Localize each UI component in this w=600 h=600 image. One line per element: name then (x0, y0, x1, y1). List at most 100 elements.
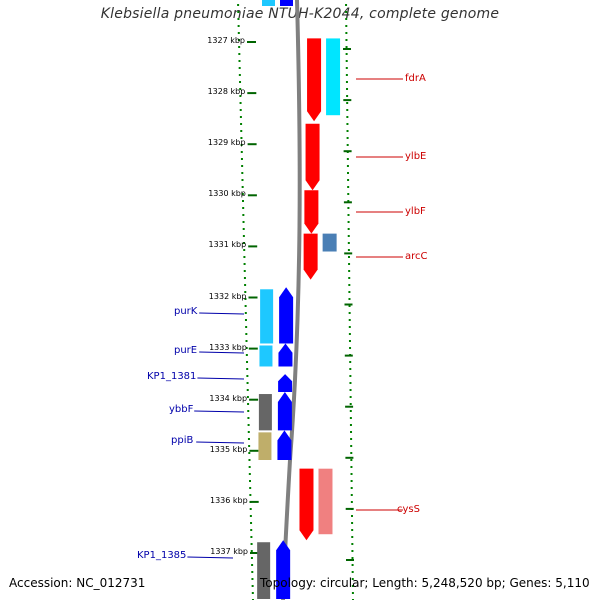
right-dot (350, 445, 353, 447)
left-dot (241, 165, 244, 167)
right-dot (350, 438, 353, 440)
right-dot (350, 459, 353, 461)
right-dot (351, 550, 354, 552)
right-dot (347, 256, 350, 258)
left-dot (250, 522, 253, 524)
left-dot (243, 242, 246, 244)
left-dot (242, 207, 245, 209)
gene-label-arcC: arcC (405, 251, 428, 262)
right-dot (351, 515, 354, 517)
left-dot (240, 151, 243, 153)
left-dot (249, 480, 251, 482)
right-dot (345, 18, 348, 20)
left-dot (237, 18, 240, 20)
left-dot (243, 249, 246, 251)
right-dot (351, 557, 354, 559)
left-dot (242, 228, 245, 230)
left-dot (242, 221, 245, 223)
left-dot (247, 410, 250, 412)
gene-arrow-cysS (299, 468, 314, 541)
right-dot (345, 11, 348, 13)
gene-label-KP1_1385: KP1_1385 (137, 550, 187, 561)
right-dot (351, 564, 354, 566)
gene-arrow-purE (278, 343, 293, 367)
right-dot (346, 95, 349, 97)
right-dot (346, 165, 349, 167)
gene-label-purK: purK (174, 306, 198, 317)
right-dot (346, 88, 349, 90)
right-dot (351, 571, 354, 573)
left-dot (250, 557, 253, 559)
left-dot (239, 81, 242, 83)
right-dot (351, 529, 354, 531)
left-dot (247, 424, 250, 426)
right-dot (348, 312, 351, 314)
right-dot (350, 431, 353, 433)
left-dot (243, 270, 246, 272)
feature-purE (259, 345, 273, 367)
right-dot (345, 60, 348, 62)
gene-label-KP1_1381: KP1_1381 (147, 371, 197, 382)
right-dot (345, 67, 348, 69)
left-dot (245, 347, 248, 349)
left-dot (249, 515, 252, 517)
right-dot (347, 172, 350, 174)
feature-purK (260, 289, 274, 344)
left-dot (251, 571, 254, 573)
right-dot (348, 333, 351, 335)
gene-label-ppiB: ppiB (171, 435, 194, 446)
page-title: Klebsiella pneumoniae NTUH-K2044, comple… (100, 6, 500, 22)
left-dot (243, 256, 246, 258)
right-dot (349, 368, 352, 370)
left-dot (239, 95, 242, 97)
right-dot (349, 347, 352, 349)
left-dot (249, 487, 252, 489)
left-dot (246, 389, 249, 391)
left-dot (240, 130, 243, 132)
feature-top-blue (280, 0, 293, 6)
left-dot (251, 578, 254, 580)
right-dot (348, 263, 351, 265)
feature-ybbF (258, 394, 272, 431)
left-dot (241, 179, 244, 181)
left-dot (237, 11, 240, 13)
left-dot (247, 403, 250, 405)
accession-text: Accession: NC_012731 (9, 576, 146, 590)
left-dot (250, 536, 253, 538)
gene-arrow-arcC (303, 233, 318, 280)
left-dot (244, 319, 247, 321)
left-dot (244, 291, 247, 293)
leader-KP1_1385 (187, 556, 234, 559)
left-dot (241, 193, 244, 195)
right-dot (349, 424, 352, 426)
right-dot (348, 277, 351, 279)
right-dot (348, 319, 351, 321)
left-dot (244, 305, 247, 307)
leader-ybbF (194, 410, 245, 413)
right-dot (350, 487, 353, 489)
right-dot (347, 193, 350, 195)
left-dot (237, 32, 240, 34)
tick-label: 1331 kbp (208, 240, 247, 250)
gene-label-ybbF: ybbF (169, 404, 194, 415)
right-dot (348, 284, 351, 286)
left-dot (245, 354, 248, 356)
left-dot (246, 396, 249, 398)
right-dot (345, 53, 348, 55)
feature-ppiB (258, 432, 272, 460)
left-dot (238, 53, 241, 55)
right-dot (348, 270, 351, 272)
tick-label: 1334 kbp (209, 393, 248, 403)
right-dot (349, 396, 352, 398)
tick-label: 1327 kbp (207, 36, 245, 45)
right-dot (345, 25, 348, 27)
right-dot (349, 403, 352, 405)
left-dot (246, 375, 249, 377)
left-dot (249, 494, 252, 496)
feature-cysS (318, 468, 333, 535)
gene-arrow-fdrA (307, 38, 322, 122)
right-dot (350, 480, 353, 482)
left-dot (240, 158, 243, 160)
left-dot (245, 340, 248, 342)
right-dot (351, 536, 354, 538)
